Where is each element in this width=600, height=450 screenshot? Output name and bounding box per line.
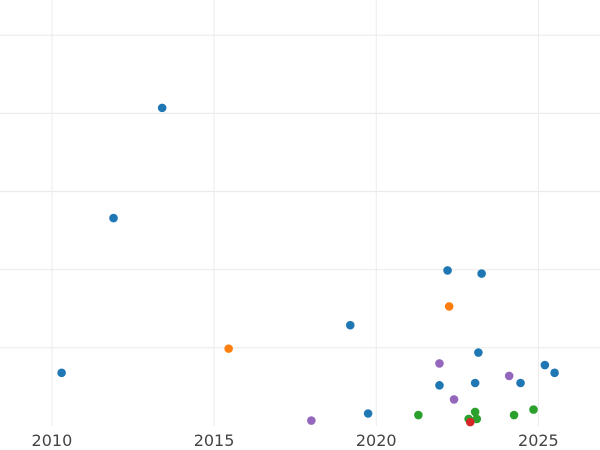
data-point — [443, 266, 452, 275]
data-point — [465, 417, 475, 427]
data-point — [472, 414, 482, 424]
data-point — [57, 368, 66, 378]
data-point — [509, 410, 519, 420]
data-point — [435, 359, 444, 368]
data-point — [474, 348, 483, 357]
gridlines — [0, 0, 600, 426]
data-point — [414, 410, 423, 420]
data-point — [363, 409, 373, 418]
data-point — [109, 213, 118, 223]
data-points — [57, 103, 559, 427]
data-point — [435, 381, 444, 390]
data-point — [470, 378, 480, 388]
data-point — [224, 344, 233, 353]
data-point — [550, 368, 559, 378]
data-point — [529, 405, 538, 414]
data-point — [345, 320, 355, 330]
x-axis-tick-labels: 2010 2015 2020 2025 — [32, 431, 559, 450]
x-tick-label: 2010 — [32, 431, 73, 450]
data-point — [444, 302, 454, 311]
data-point — [504, 371, 514, 381]
x-tick-label: 2025 — [518, 431, 559, 450]
data-point — [540, 360, 550, 370]
data-point — [516, 378, 525, 388]
x-tick-label: 2020 — [356, 431, 397, 450]
x-tick-label: 2015 — [194, 431, 235, 450]
data-point — [307, 416, 316, 425]
data-point — [477, 269, 486, 278]
data-point — [449, 395, 459, 404]
data-point — [470, 407, 480, 417]
data-point — [157, 103, 167, 113]
